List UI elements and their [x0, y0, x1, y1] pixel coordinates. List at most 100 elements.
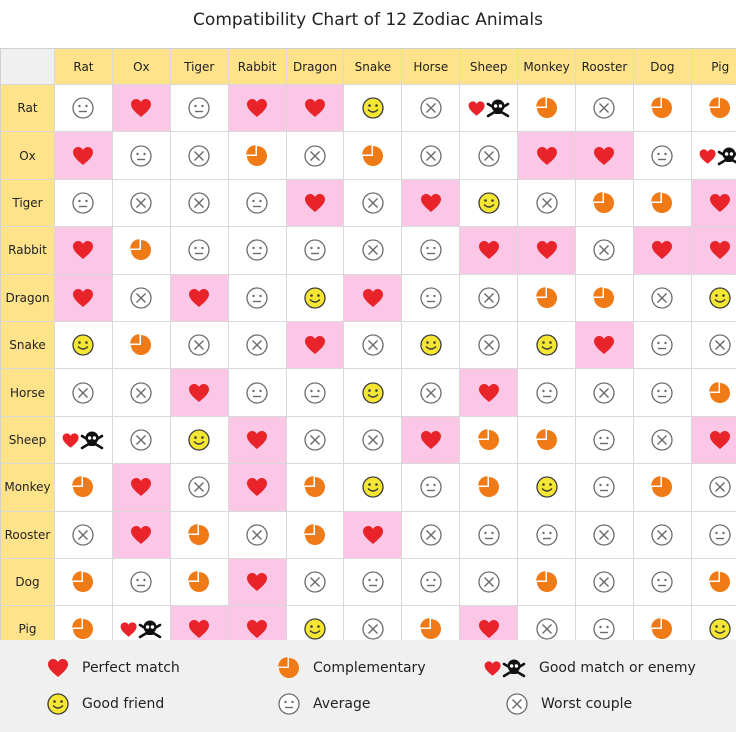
heart-icon	[247, 430, 268, 449]
compatibility-cell	[286, 85, 344, 132]
compatibility-cell	[402, 227, 460, 274]
cross-circle-icon	[420, 381, 442, 404]
compatibility-cell	[170, 179, 228, 227]
pie-icon	[72, 476, 94, 498]
row-header: Rat	[1, 85, 54, 132]
compatibility-cell	[402, 558, 460, 606]
smiley-icon	[362, 476, 384, 498]
column-header: Dog	[633, 49, 691, 84]
compatibility-grid: Rat Ox Tiger Rabbit Dragon Snake Horse Sheep Mon…	[0, 48, 736, 653]
column-header: Snake	[344, 49, 402, 84]
compatibility-cell	[576, 416, 633, 464]
pie-icon	[535, 286, 557, 308]
compatibility-cell	[55, 369, 112, 416]
pie-icon	[477, 429, 499, 450]
legend-label: Average	[313, 696, 371, 712]
pie-icon	[651, 97, 673, 119]
compatibility-cell	[518, 369, 576, 416]
page-title: Compatibility Chart of 12 Zodiac Animals	[193, 10, 543, 30]
pie-icon	[593, 192, 615, 213]
compatibility-cell	[228, 416, 286, 464]
neutral-face-icon	[593, 618, 616, 641]
compatibility-cell	[344, 227, 402, 274]
heart-icon	[189, 383, 210, 402]
neutral-face-icon	[246, 381, 268, 404]
compatibility-cell	[170, 274, 228, 321]
compatibility-cell	[460, 416, 518, 464]
compatibility-cell	[402, 179, 460, 227]
cross-circle-icon	[651, 429, 673, 451]
heart-skull-icon	[484, 659, 526, 678]
compatibility-cell	[55, 179, 112, 227]
compatibility-cell	[170, 85, 228, 132]
compatibility-cell	[576, 511, 633, 558]
smiley-icon	[304, 618, 326, 641]
legend-item: Average	[277, 692, 371, 716]
compatibility-cell	[55, 558, 112, 606]
heart-icon	[131, 478, 152, 497]
compatibility-cell	[112, 179, 170, 227]
legend: Perfect match Complementary Good match or …	[0, 640, 736, 732]
compatibility-cell	[286, 274, 344, 321]
heart-skull-icon	[63, 431, 104, 450]
cross-circle-icon	[130, 192, 152, 214]
pie-icon	[709, 571, 731, 593]
pie-icon	[362, 144, 383, 166]
compatibility-cell	[228, 85, 286, 132]
cross-circle-icon	[651, 524, 673, 546]
legend-item: Perfect match	[46, 656, 180, 680]
compatibility-cell	[518, 464, 576, 511]
compatibility-cell	[576, 369, 633, 416]
compatibility-cell	[344, 416, 402, 464]
column-header: Rabbit	[228, 49, 286, 84]
compatibility-cell	[402, 132, 460, 179]
compatibility-cell	[55, 416, 112, 464]
pie-icon	[246, 144, 268, 166]
cross-circle-icon	[593, 239, 616, 262]
compatibility-cell	[691, 85, 736, 132]
compatibility-cell	[576, 132, 633, 179]
compatibility-cell	[170, 132, 228, 179]
heart-icon	[420, 430, 441, 449]
row-header: Horse	[1, 369, 54, 416]
heart-icon	[131, 99, 152, 118]
heart-icon	[247, 620, 268, 639]
cross-circle-icon	[535, 618, 558, 641]
column-header: Rooster	[576, 49, 633, 84]
compatibility-cell	[633, 416, 691, 464]
pie-icon	[72, 618, 94, 640]
compatibility-cell	[691, 511, 736, 558]
compatibility-cell	[228, 227, 286, 274]
compatibility-cell	[228, 132, 286, 179]
compatibility-cell	[518, 416, 576, 464]
cross-circle-icon	[130, 287, 152, 309]
compatibility-cell	[518, 85, 576, 132]
smiley-icon	[420, 334, 442, 356]
compatibility-cell	[402, 321, 460, 369]
cross-circle-icon	[478, 287, 500, 309]
cross-circle-icon	[72, 524, 95, 546]
cross-circle-icon	[593, 524, 616, 546]
compatibility-cell	[344, 558, 402, 606]
compatibility-cell	[344, 132, 402, 179]
neutral-face-icon	[420, 571, 442, 593]
compatibility-cell	[286, 179, 344, 227]
compatibility-cell	[576, 558, 633, 606]
compatibility-cell	[55, 511, 112, 558]
compatibility-cell	[460, 464, 518, 511]
neutral-face-icon	[420, 239, 442, 262]
cross-circle-icon	[535, 192, 558, 214]
cross-circle-icon	[478, 334, 500, 356]
compatibility-cell	[112, 464, 170, 511]
compatibility-cell	[691, 369, 736, 416]
smiley-icon	[478, 192, 500, 214]
compatibility-cell	[691, 132, 736, 179]
legend-label: Good match or enemy	[539, 660, 696, 676]
compatibility-cell	[402, 511, 460, 558]
neutral-face-icon	[304, 381, 326, 404]
neutral-face-icon	[304, 239, 326, 262]
column-header: Monkey	[518, 49, 576, 84]
cross-circle-icon	[478, 144, 500, 167]
cross-circle-icon	[362, 334, 384, 356]
compatibility-cell	[633, 558, 691, 606]
